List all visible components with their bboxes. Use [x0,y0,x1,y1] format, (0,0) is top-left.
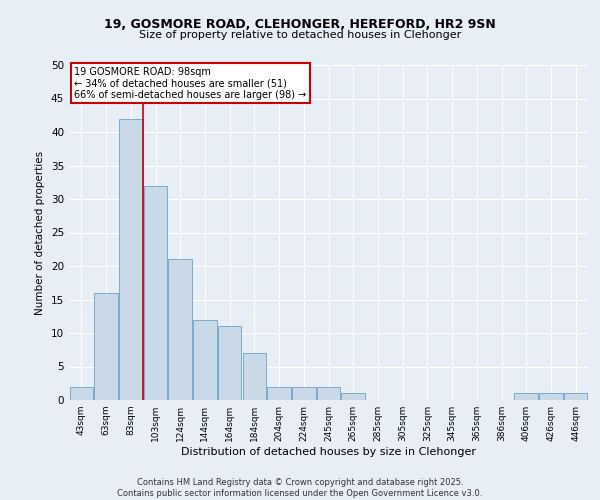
Bar [119,118,143,400]
Bar [317,386,340,400]
Bar [268,386,291,400]
Bar [70,386,93,400]
Bar [169,260,192,400]
Bar [94,293,118,400]
Text: 19 GOSMORE ROAD: 98sqm
← 34% of detached houses are smaller (51)
66% of semi-det: 19 GOSMORE ROAD: 98sqm ← 34% of detached… [74,66,307,100]
Text: Size of property relative to detached houses in Clehonger: Size of property relative to detached ho… [139,30,461,40]
Text: 19, GOSMORE ROAD, CLEHONGER, HEREFORD, HR2 9SN: 19, GOSMORE ROAD, CLEHONGER, HEREFORD, H… [104,18,496,30]
X-axis label: Distribution of detached houses by size in Clehonger: Distribution of detached houses by size … [181,447,476,457]
Bar [341,394,365,400]
Bar [514,394,538,400]
Bar [242,353,266,400]
Text: Contains HM Land Registry data © Crown copyright and database right 2025.
Contai: Contains HM Land Registry data © Crown c… [118,478,482,498]
Bar [539,394,563,400]
Bar [193,320,217,400]
Bar [292,386,316,400]
Bar [564,394,587,400]
Bar [144,186,167,400]
Y-axis label: Number of detached properties: Number of detached properties [35,150,46,314]
Bar [218,326,241,400]
